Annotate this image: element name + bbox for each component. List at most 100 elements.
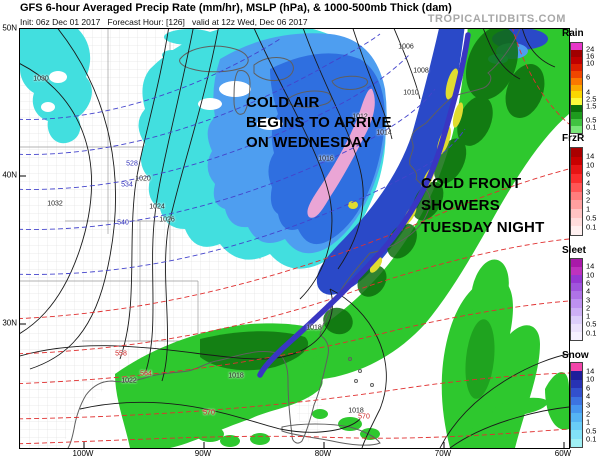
legend-tick: 10 [586, 374, 595, 384]
contour-label: 1016 [318, 155, 334, 163]
legend-tick: 10 [586, 58, 595, 68]
annotation-line: ON WEDNESDAY [246, 134, 372, 151]
legend-title-sleet: Sleet [562, 245, 586, 256]
lat-label: 40N [2, 170, 17, 180]
contour-label: 558 [115, 350, 127, 358]
annotation-line: TUESDAY NIGHT [421, 219, 545, 236]
lat-label: 50N [2, 23, 17, 33]
annotation-line: COLD AIR [246, 94, 320, 111]
legend-color-cell [571, 63, 582, 71]
legend-color-cell [571, 119, 582, 127]
weather-map-svg [20, 29, 569, 448]
contour-label: 1008 [413, 67, 429, 75]
legend-tick: 4 [586, 391, 591, 401]
legend-color-cell [571, 396, 582, 406]
legend-color-cell [571, 84, 582, 92]
legend-color-cell [571, 259, 582, 268]
legend-color-cell [571, 307, 582, 316]
legend-color-cell [571, 430, 582, 439]
legend-color-cell [571, 267, 582, 276]
legend-color-cell [571, 43, 582, 50]
contour-label: 1030 [33, 75, 49, 83]
legend-color-cell [571, 182, 582, 192]
legend-color-cell [571, 148, 582, 157]
legend-tick: 4 [586, 286, 591, 296]
legend-color-cell [571, 438, 582, 448]
legend-color-cell [571, 323, 582, 332]
legend-tick: 6 [586, 72, 591, 82]
legend-tick: 2.5 [586, 94, 597, 104]
legend-bar-sleet [570, 258, 583, 341]
legend-bar-snow [570, 362, 583, 448]
legend-tick: 16 [586, 51, 595, 61]
legend-tick: 1 [586, 311, 591, 321]
contour-label: 1014 [376, 129, 392, 137]
annotation-cold-air: COLD AIR BEGINS TO ARRIVE ON WEDNESDAY [246, 93, 392, 153]
legend-color-cell [571, 98, 582, 106]
legend-bar-rain [570, 42, 583, 134]
legend-tick: 0.1 [586, 122, 597, 132]
legend-tick: 0.5 [586, 319, 597, 329]
legend-color-cell [571, 291, 582, 300]
lon-label: 60W [554, 449, 572, 458]
legend-tick: 14 [586, 151, 595, 161]
legend-color-cell [571, 331, 582, 340]
legend-tick: 4 [586, 87, 591, 97]
legend-color-cell [571, 363, 582, 372]
init-forecast-line: Init: 06z Dec 01 2017 Forecast Hour: [12… [20, 16, 308, 27]
legend-tick: 3 [586, 400, 591, 410]
legend-color-cell [571, 208, 582, 218]
annotation-line: SHOWERS [421, 197, 500, 214]
legend-color-cell [571, 191, 582, 201]
contour-label: 1006 [398, 43, 414, 51]
legend-tick: 6 [586, 169, 591, 179]
legend-tick: 0.1 [586, 328, 597, 338]
legend-color-cell [571, 217, 582, 227]
contour-label: 570 [358, 413, 370, 421]
annotation-cold-front: COLD FRONT SHOWERS TUESDAY NIGHT [421, 173, 544, 239]
legend-bar-frzr [570, 147, 583, 236]
legend-color-cell [571, 91, 582, 99]
contour-label: 1020 [135, 175, 151, 183]
legend-tick: 10 [586, 160, 595, 170]
contour-label: 534 [121, 181, 133, 189]
contour-label: 1032 [47, 200, 63, 208]
contour-label: 570 [203, 409, 215, 417]
contour-label: 1026 [159, 216, 175, 224]
legend-color-cell [571, 156, 582, 166]
legend-title-frzr: FrzR [562, 133, 585, 144]
mslp-contours [20, 29, 569, 448]
legend-tick: 0.1 [586, 222, 597, 232]
lon-label: 100W [72, 449, 94, 458]
contour-label-layer: 1030 1032 1020 1024 1026 1016 1014 1012 1010 1008… [20, 29, 569, 448]
contour-label: 540 [117, 219, 129, 227]
legend-title-rain: Rain [562, 28, 584, 39]
legend-color-cell [571, 413, 582, 422]
legend-tick: 0.5 [586, 213, 597, 223]
legend-tick: 0.1 [586, 434, 597, 444]
contour-label: 1010 [403, 89, 419, 97]
legend-tick: 4 [586, 178, 591, 188]
legend-color-cell [571, 379, 582, 389]
legend-tick: 1 [586, 417, 591, 427]
map-title: GFS 6-hour Averaged Precip Rate (mm/hr),… [20, 2, 452, 14]
legend-color-cell [571, 388, 582, 397]
legend-tick: 0.5 [586, 115, 597, 125]
legend-color-cell [571, 226, 582, 236]
legend-title-snow: Snow [562, 350, 589, 361]
precip-legend: Rain 24 16 10 6 4 2.5 1.5 0.5 0.1 FrzR 14 10 6 4 3 2 1 0.5… [560, 0, 600, 461]
legend-color-cell [571, 371, 582, 380]
legend-color-cell [571, 315, 582, 324]
legend-color-cell [571, 299, 582, 308]
legend-color-cell [571, 421, 582, 431]
weather-map-panel: 1030 1032 1020 1024 1026 1016 1014 1012 1010 1008… [19, 28, 570, 449]
legend-color-cell [571, 405, 582, 414]
contour-label: 1022 [121, 377, 137, 385]
legend-color-cell [571, 56, 582, 64]
thickness-contours-cold [20, 33, 466, 275]
tropicaltidbits-watermark: TROPICALTIDBITS.COM [427, 13, 566, 25]
contour-label: 1024 [149, 203, 165, 211]
legend-color-cell [571, 49, 582, 57]
legend-color-cell [571, 165, 582, 175]
legend-color-cell [571, 174, 582, 183]
